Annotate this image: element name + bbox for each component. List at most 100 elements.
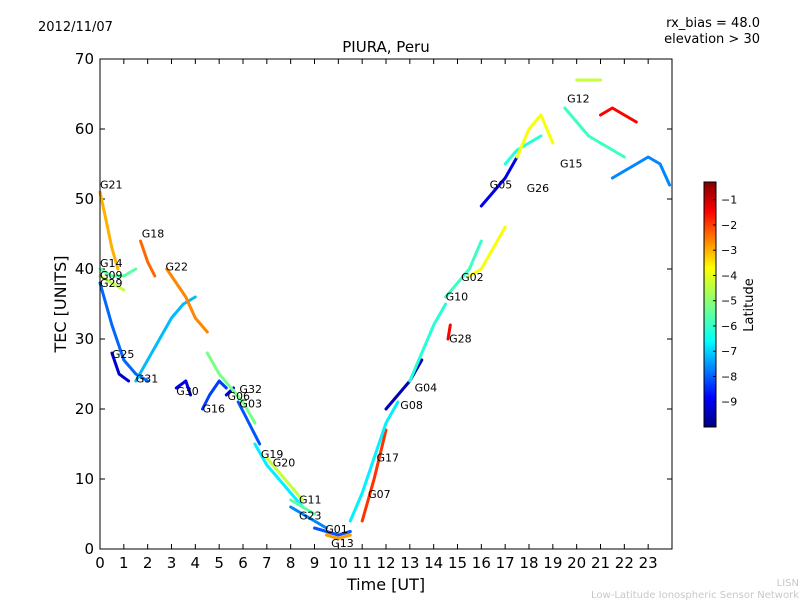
colorbar-tick-label: −1	[721, 194, 737, 207]
prn-label-g08: G08	[400, 399, 423, 412]
x-tick-label: 10	[329, 554, 348, 572]
chart-title: PIURA, Peru	[342, 38, 429, 56]
x-tick-label: 5	[214, 554, 224, 572]
prn-label-g16: G16	[202, 403, 225, 416]
colorbar-tick-label: −8	[721, 370, 737, 383]
series-g20	[265, 456, 305, 502]
x-tick-label: 22	[615, 554, 634, 572]
colorbar	[703, 181, 717, 428]
y-axis-label: TEC [UNITS]	[51, 256, 70, 354]
series-g05	[479, 155, 519, 208]
series-g25	[110, 351, 131, 383]
x-tick-label: 1	[119, 554, 129, 572]
prn-label-g23: G23	[299, 510, 322, 523]
series-g03	[236, 400, 262, 446]
series-g07	[360, 428, 388, 523]
series-g15	[515, 113, 555, 159]
prn-label-g12: G12	[567, 92, 590, 105]
colorbar-tick-label: −7	[721, 345, 737, 358]
series-g01	[313, 526, 352, 537]
x-tick-label: 13	[400, 554, 419, 572]
prn-label-g32: G32	[239, 383, 262, 396]
prn-label-g25: G25	[112, 348, 135, 361]
prn-label-g17: G17	[376, 452, 399, 465]
colorbar-tick-label: −6	[721, 320, 737, 333]
series-g10	[444, 239, 483, 299]
y-tick-label: 10	[75, 470, 94, 488]
y-tick-label: 20	[75, 400, 94, 418]
data-series	[98, 78, 672, 540]
colorbar-ticks: −1 −2 −3 −4 −5 −6 −7 −8 −9	[713, 194, 737, 409]
series-g04	[408, 302, 448, 383]
y-tick-label: 50	[75, 190, 94, 208]
x-tick-label: 23	[639, 554, 658, 572]
prn-label-g07: G07	[368, 488, 391, 501]
prn-label-g02: G02	[461, 271, 484, 284]
prn-label-g31: G31	[136, 372, 159, 385]
colorbar-tick-label: −2	[721, 219, 737, 232]
colorbar-tick-label: −4	[721, 269, 737, 282]
x-tick-label: 9	[310, 554, 320, 572]
prn-label-g09: G09	[100, 269, 123, 282]
series-g11	[289, 498, 316, 516]
series-g18	[139, 239, 157, 278]
x-tick-label: 17	[496, 554, 515, 572]
prn-label-g29: G29	[100, 277, 123, 290]
prn-label-g03: G03	[239, 398, 262, 411]
watermark-lisn: LISN	[777, 578, 799, 589]
x-tick-label: 18	[519, 554, 538, 572]
y-tick-label: 30	[75, 330, 94, 348]
prn-label-g22: G22	[166, 260, 189, 273]
prn-label-g21: G21	[100, 179, 123, 192]
series-g28	[446, 323, 452, 341]
x-tick-label: 0	[95, 554, 105, 572]
series-g27	[610, 155, 672, 187]
x-tick-label: 21	[591, 554, 610, 572]
prn-label-g30: G30	[176, 385, 199, 398]
series-g02	[467, 225, 507, 278]
y-tick-label: 40	[75, 260, 94, 278]
x-tick-label: 20	[567, 554, 586, 572]
series-g24	[599, 106, 638, 124]
prn-label-g20: G20	[273, 456, 296, 469]
prn-label-g01: G01	[325, 523, 348, 536]
x-tick-label: 16	[472, 554, 491, 572]
series-g09	[98, 274, 126, 292]
series-g23	[289, 505, 328, 530]
series-g13	[324, 533, 352, 540]
prn-label-g28: G28	[449, 333, 472, 346]
series-g16	[201, 379, 228, 411]
prn-label-g13: G13	[331, 537, 354, 550]
prn-label-g14: G14	[100, 257, 123, 270]
y-tick-label: 70	[75, 50, 94, 68]
prn-label-g04: G04	[415, 382, 438, 395]
series-g19	[253, 442, 305, 509]
elevation-label: elevation > 30	[664, 32, 760, 47]
prn-label-g18: G18	[142, 228, 165, 241]
x-tick-label: 7	[262, 554, 272, 572]
plot-area	[100, 59, 672, 549]
x-tick-label: 11	[353, 554, 372, 572]
prn-label-g15: G15	[560, 158, 583, 171]
x-tick-label: 12	[376, 554, 395, 572]
y-tick-label: 0	[84, 540, 94, 558]
y-tick-label: 60	[75, 120, 94, 138]
series-g17	[348, 400, 400, 523]
rx-bias-label: rx_bias = 48.0	[666, 16, 760, 31]
colorbar-tick-label: −5	[721, 295, 737, 308]
x-tick-label: 3	[167, 554, 177, 572]
series-g21	[98, 190, 120, 271]
x-tick-label: 19	[543, 554, 562, 572]
series-g14	[98, 267, 138, 278]
colorbar-tick-label: −3	[721, 244, 737, 257]
prn-label-g05: G05	[490, 179, 513, 192]
x-tick-label: 2	[143, 554, 153, 572]
plot-frame	[99, 58, 673, 550]
x-tick-label: 14	[424, 554, 443, 572]
colorbar-tick-label: −9	[721, 396, 737, 409]
series-g22	[165, 267, 209, 334]
prn-label-g10: G10	[446, 291, 469, 304]
date-label: 2012/11/07	[38, 20, 113, 35]
